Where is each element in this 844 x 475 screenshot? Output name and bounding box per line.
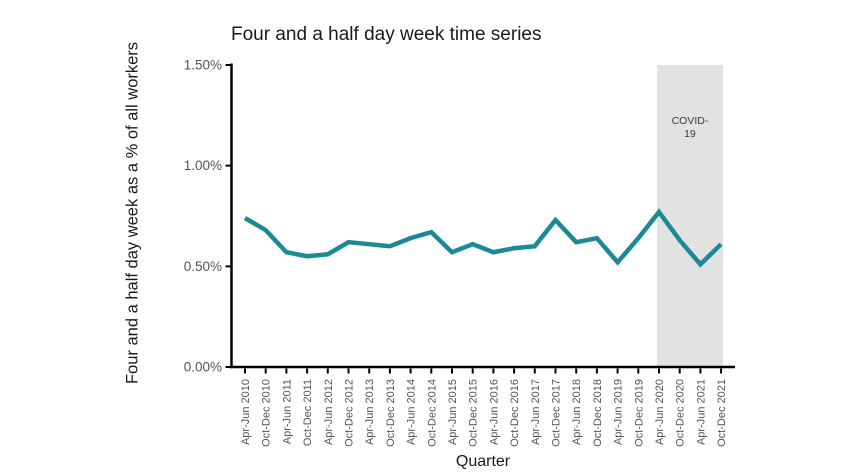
x-axis-title: Quarter xyxy=(455,453,511,470)
x-tick-label: Apr-Jun 2019 xyxy=(613,379,625,445)
x-tick-label: Apr-Jun 2016 xyxy=(488,379,500,445)
x-tick-label: Oct-Dec 2017 xyxy=(551,379,563,447)
x-tick-label: Oct-Dec 2019 xyxy=(633,379,645,447)
covid-region-label: 19 xyxy=(684,128,696,140)
x-tick-label: Apr-Jun 2012 xyxy=(323,379,335,445)
x-tick-label: Oct-Dec 2021 xyxy=(716,379,728,447)
x-tick-label: Oct-Dec 2016 xyxy=(509,379,521,447)
x-tick-label: Apr-Jun 2017 xyxy=(530,379,542,445)
chart-title: Four and a half day week time series xyxy=(231,24,542,45)
y-tick-label: 1.50% xyxy=(184,58,222,73)
y-tick-label: 1.00% xyxy=(184,158,222,173)
y-tick-label: 0.50% xyxy=(184,259,222,274)
x-tick-label: Apr-Jun 2021 xyxy=(695,379,707,445)
x-tick-label: Oct-Dec 2014 xyxy=(426,379,438,447)
x-tick-label: Oct-Dec 2012 xyxy=(344,379,356,447)
x-tick-label: Apr-Jun 2015 xyxy=(447,379,459,445)
x-tick-label: Apr-Jun 2013 xyxy=(364,379,376,445)
covid-region-label: COVID- xyxy=(672,115,709,127)
x-tick-label: Oct-Dec 2020 xyxy=(675,379,687,447)
covid-shaded-region xyxy=(656,65,723,367)
x-tick-label: Oct-Dec 2013 xyxy=(385,379,397,447)
x-tick-label: Oct-Dec 2010 xyxy=(261,379,273,447)
x-tick-label: Apr-Jun 2020 xyxy=(654,379,666,445)
time-series-line xyxy=(243,208,723,268)
x-tick-label: Apr-Jun 2014 xyxy=(406,379,418,445)
x-tick-label: Oct-Dec 2015 xyxy=(468,379,480,447)
y-tick-label: 0.00% xyxy=(184,360,222,375)
x-tick-label: Apr-Jun 2011 xyxy=(281,379,293,444)
x-tick-label: Apr-Jun 2018 xyxy=(571,379,583,445)
x-tick-label: Apr-Jun 2010 xyxy=(240,379,252,445)
x-tick-label: Oct-Dec 2011 xyxy=(302,379,314,446)
x-tick-label: Oct-Dec 2018 xyxy=(592,379,604,447)
